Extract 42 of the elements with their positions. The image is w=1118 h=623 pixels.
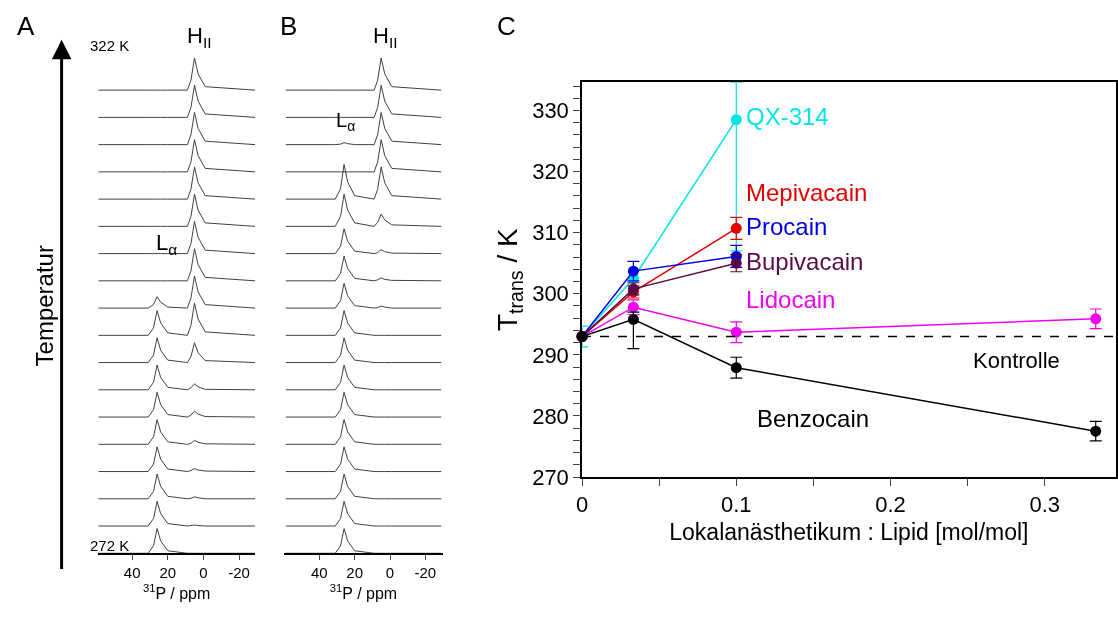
point: [730, 114, 742, 126]
x-axis-title: $^{31}$P / ppm: [143, 582, 211, 603]
y-tick-label: 280: [532, 403, 569, 429]
text: B: [280, 11, 298, 41]
y-tick-label: 310: [532, 220, 569, 246]
x-tick-label: 0.3: [1029, 492, 1061, 518]
series-label: Bupivacain: [746, 248, 864, 275]
x-tick-label: 0.1: [720, 492, 752, 518]
text: 322 K: [90, 37, 130, 54]
x-axis-title: Lokalanästhetikum : Lipid [mol/mol]: [669, 519, 1029, 546]
point: [730, 222, 742, 234]
point: [627, 313, 639, 325]
x-tick-label: 0: [199, 564, 208, 582]
series-label: Procain: [746, 213, 828, 240]
x-tick-label: -20: [228, 564, 250, 582]
series-label: Mepivacain: [746, 179, 868, 206]
text: C: [497, 11, 516, 41]
y-tick-label: 290: [532, 342, 569, 368]
x-tick-label: 0: [385, 564, 395, 582]
x-tick-label: 0: [575, 492, 589, 518]
text: H$_{II}$: [373, 23, 398, 51]
y-tick-label: 300: [532, 281, 569, 307]
text: A: [17, 11, 35, 41]
x-tick-label: -20: [414, 564, 437, 582]
text: H$_{II}$: [187, 23, 212, 51]
ref-line-label: Kontrolle: [973, 348, 1060, 373]
x-tick-label: 20: [159, 564, 177, 582]
text: Temperatur: [31, 245, 59, 367]
x-tick-label: 40: [311, 564, 328, 582]
x-axis-title: $^{31}$P / ppm: [329, 582, 398, 603]
series-label: Lidocain: [746, 286, 836, 313]
x-tick-label: 20: [346, 564, 364, 582]
y-tick-label: 330: [532, 98, 569, 124]
x-tick-label: 40: [123, 564, 141, 582]
series-label: QX-314: [746, 103, 829, 130]
y-tick-label: 320: [532, 159, 569, 185]
point: [730, 362, 742, 374]
annotation: 272 K: [90, 537, 130, 554]
point: [730, 326, 742, 338]
series-label: Benzocain: [757, 405, 870, 432]
x-tick-label: 0.2: [875, 492, 906, 518]
y-tick-label: 270: [532, 464, 569, 490]
